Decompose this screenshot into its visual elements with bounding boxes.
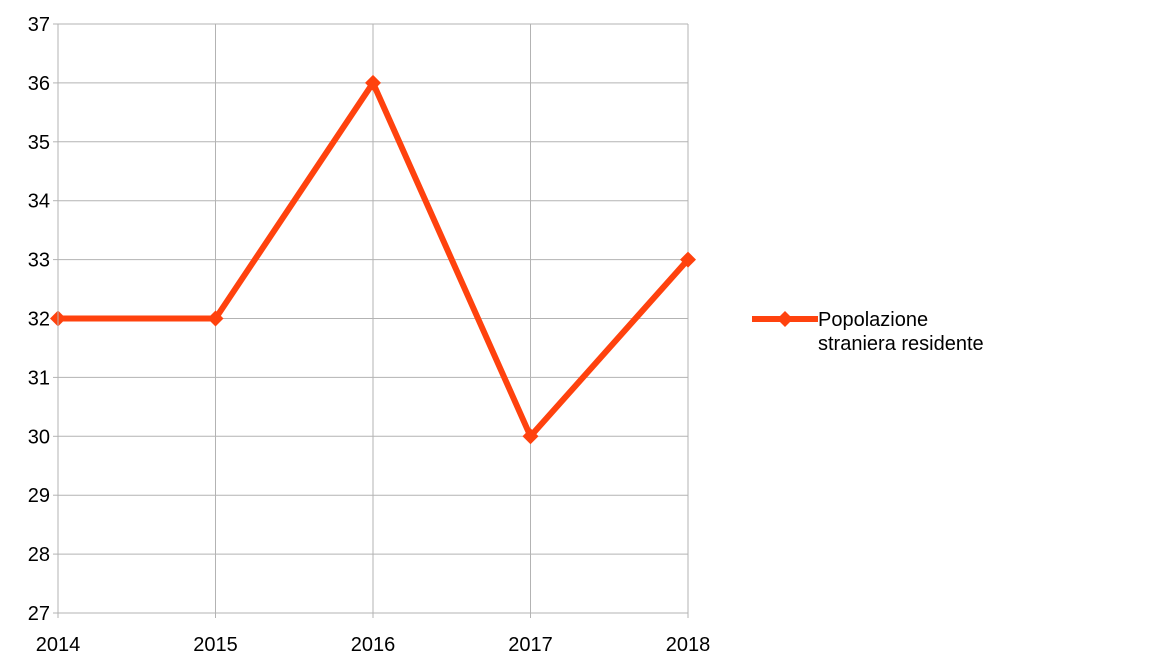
marker <box>365 74 381 91</box>
x-tick-label: 2018 <box>666 634 711 656</box>
y-tick-label: 31 <box>28 367 50 389</box>
y-tick-label: 30 <box>28 426 50 448</box>
y-tick-label: 34 <box>28 191 50 213</box>
y-tick-label: 28 <box>28 544 50 566</box>
y-tick-label: 29 <box>28 485 50 507</box>
x-tick-label: 2014 <box>36 634 81 656</box>
x-tick-label: 2017 <box>508 634 553 656</box>
marker <box>522 428 539 445</box>
y-tick-label: 32 <box>28 309 50 331</box>
x-tick-label: 2016 <box>351 634 396 656</box>
y-tick-label: 33 <box>28 250 50 272</box>
marker <box>680 251 696 268</box>
y-tick-label: 36 <box>28 73 50 95</box>
marker <box>207 310 224 327</box>
y-tick-label: 37 <box>28 14 50 36</box>
y-tick-label: 27 <box>28 603 50 625</box>
x-tick-label: 2015 <box>193 634 238 656</box>
legend-marker <box>777 311 793 327</box>
y-tick-label: 35 <box>28 132 50 154</box>
legend-label: Popolazione straniera residente <box>818 309 984 355</box>
